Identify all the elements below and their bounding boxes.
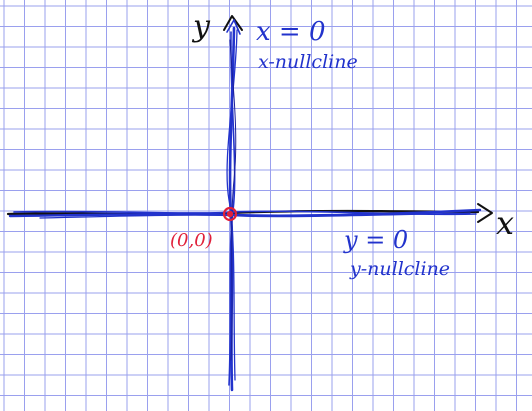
x-axis-arrow-icon	[477, 203, 493, 223]
x-axis-label: x	[496, 204, 514, 242]
y-nullcline-equation: y = 0	[343, 226, 408, 254]
equilibrium-label: (0,0)	[170, 230, 213, 251]
y-axis-label: y	[191, 9, 211, 44]
equilibrium-point	[222, 206, 238, 222]
x-nullcline-equation: x = 0	[256, 17, 326, 47]
y-axis-arrow-icon	[223, 15, 243, 31]
x-nullcline-caption: x-nullcline	[258, 51, 358, 73]
y-nullcline-caption: y-nullcline	[349, 258, 450, 280]
